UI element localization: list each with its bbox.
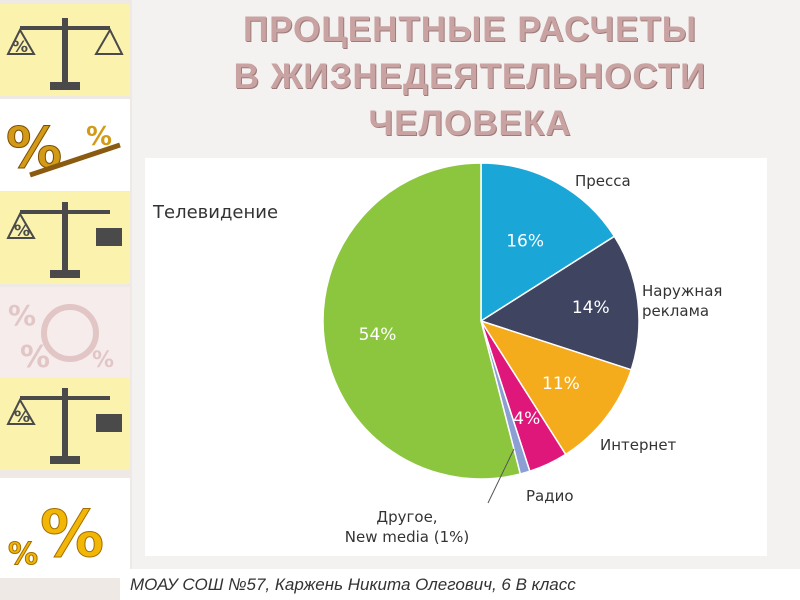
- pie-slice: [480, 162, 616, 323]
- svg-text:%: %: [14, 407, 30, 426]
- pie-slice: [479, 319, 633, 456]
- slice-value-label: 11%: [542, 374, 580, 394]
- svg-text:%: %: [92, 348, 114, 373]
- scales-icon: %: [0, 378, 130, 470]
- slice-category-label: Пресса: [575, 172, 631, 190]
- pie-slice: [479, 235, 640, 371]
- leader-line: [487, 448, 515, 504]
- footer-credits: МОАУ СОШ №57, Каржень Никита Олегович, 6…: [120, 569, 800, 600]
- pie-slice: [322, 162, 522, 480]
- svg-text:%: %: [8, 299, 36, 332]
- svg-text:%: %: [8, 537, 38, 572]
- slice-value-label: 54%: [359, 325, 397, 345]
- percent-icon: % %: [0, 478, 130, 578]
- page-title: ПРОЦЕНТНЫЕ РАСЧЕТЫ В ЖИЗНЕДЕЯТЕЛЬНОСТИ Ч…: [150, 6, 790, 147]
- svg-text:%: %: [6, 116, 62, 181]
- title-line-3: ЧЕЛОВЕКА: [368, 104, 572, 143]
- slice-category-label: New media (1%): [345, 528, 469, 546]
- pie-chart: 16% Пресса 14% Наружная реклама 11% Интернет 4%…: [152, 162, 722, 546]
- svg-text:%: %: [12, 37, 28, 56]
- scales-icon: %: [0, 4, 130, 96]
- slice-value-label: 16%: [506, 232, 544, 252]
- slice-value-label: 4%: [513, 409, 540, 429]
- slice-category-label: Интернет: [600, 436, 677, 454]
- scales-icon: %: [0, 192, 130, 284]
- title-line-1: ПРОЦЕНТНЫЕ РАСЧЕТЫ: [242, 10, 698, 49]
- sidebar-decoration: % % % % % % %: [0, 0, 132, 600]
- slice-category-label: Наружная: [642, 282, 722, 300]
- percent-seesaw-icon: % %: [0, 99, 130, 191]
- slice-category-label: Другое,: [376, 508, 437, 526]
- chart-panel: 16% Пресса 14% Наружная реклама 11% Интернет 4%…: [145, 158, 767, 556]
- title-line-2: В ЖИЗНЕДЕЯТЕЛЬНОСТИ: [233, 57, 707, 96]
- slice-value-label: 14%: [572, 298, 610, 318]
- slice-category-label: реклама: [642, 302, 709, 320]
- percent-pattern-icon: % % %: [0, 287, 130, 379]
- slice-category-label: Телевидение: [152, 202, 278, 223]
- svg-text:%: %: [20, 340, 50, 375]
- slice-category-label: Радио: [526, 487, 574, 505]
- svg-text:%: %: [14, 221, 30, 240]
- svg-text:%: %: [40, 498, 104, 572]
